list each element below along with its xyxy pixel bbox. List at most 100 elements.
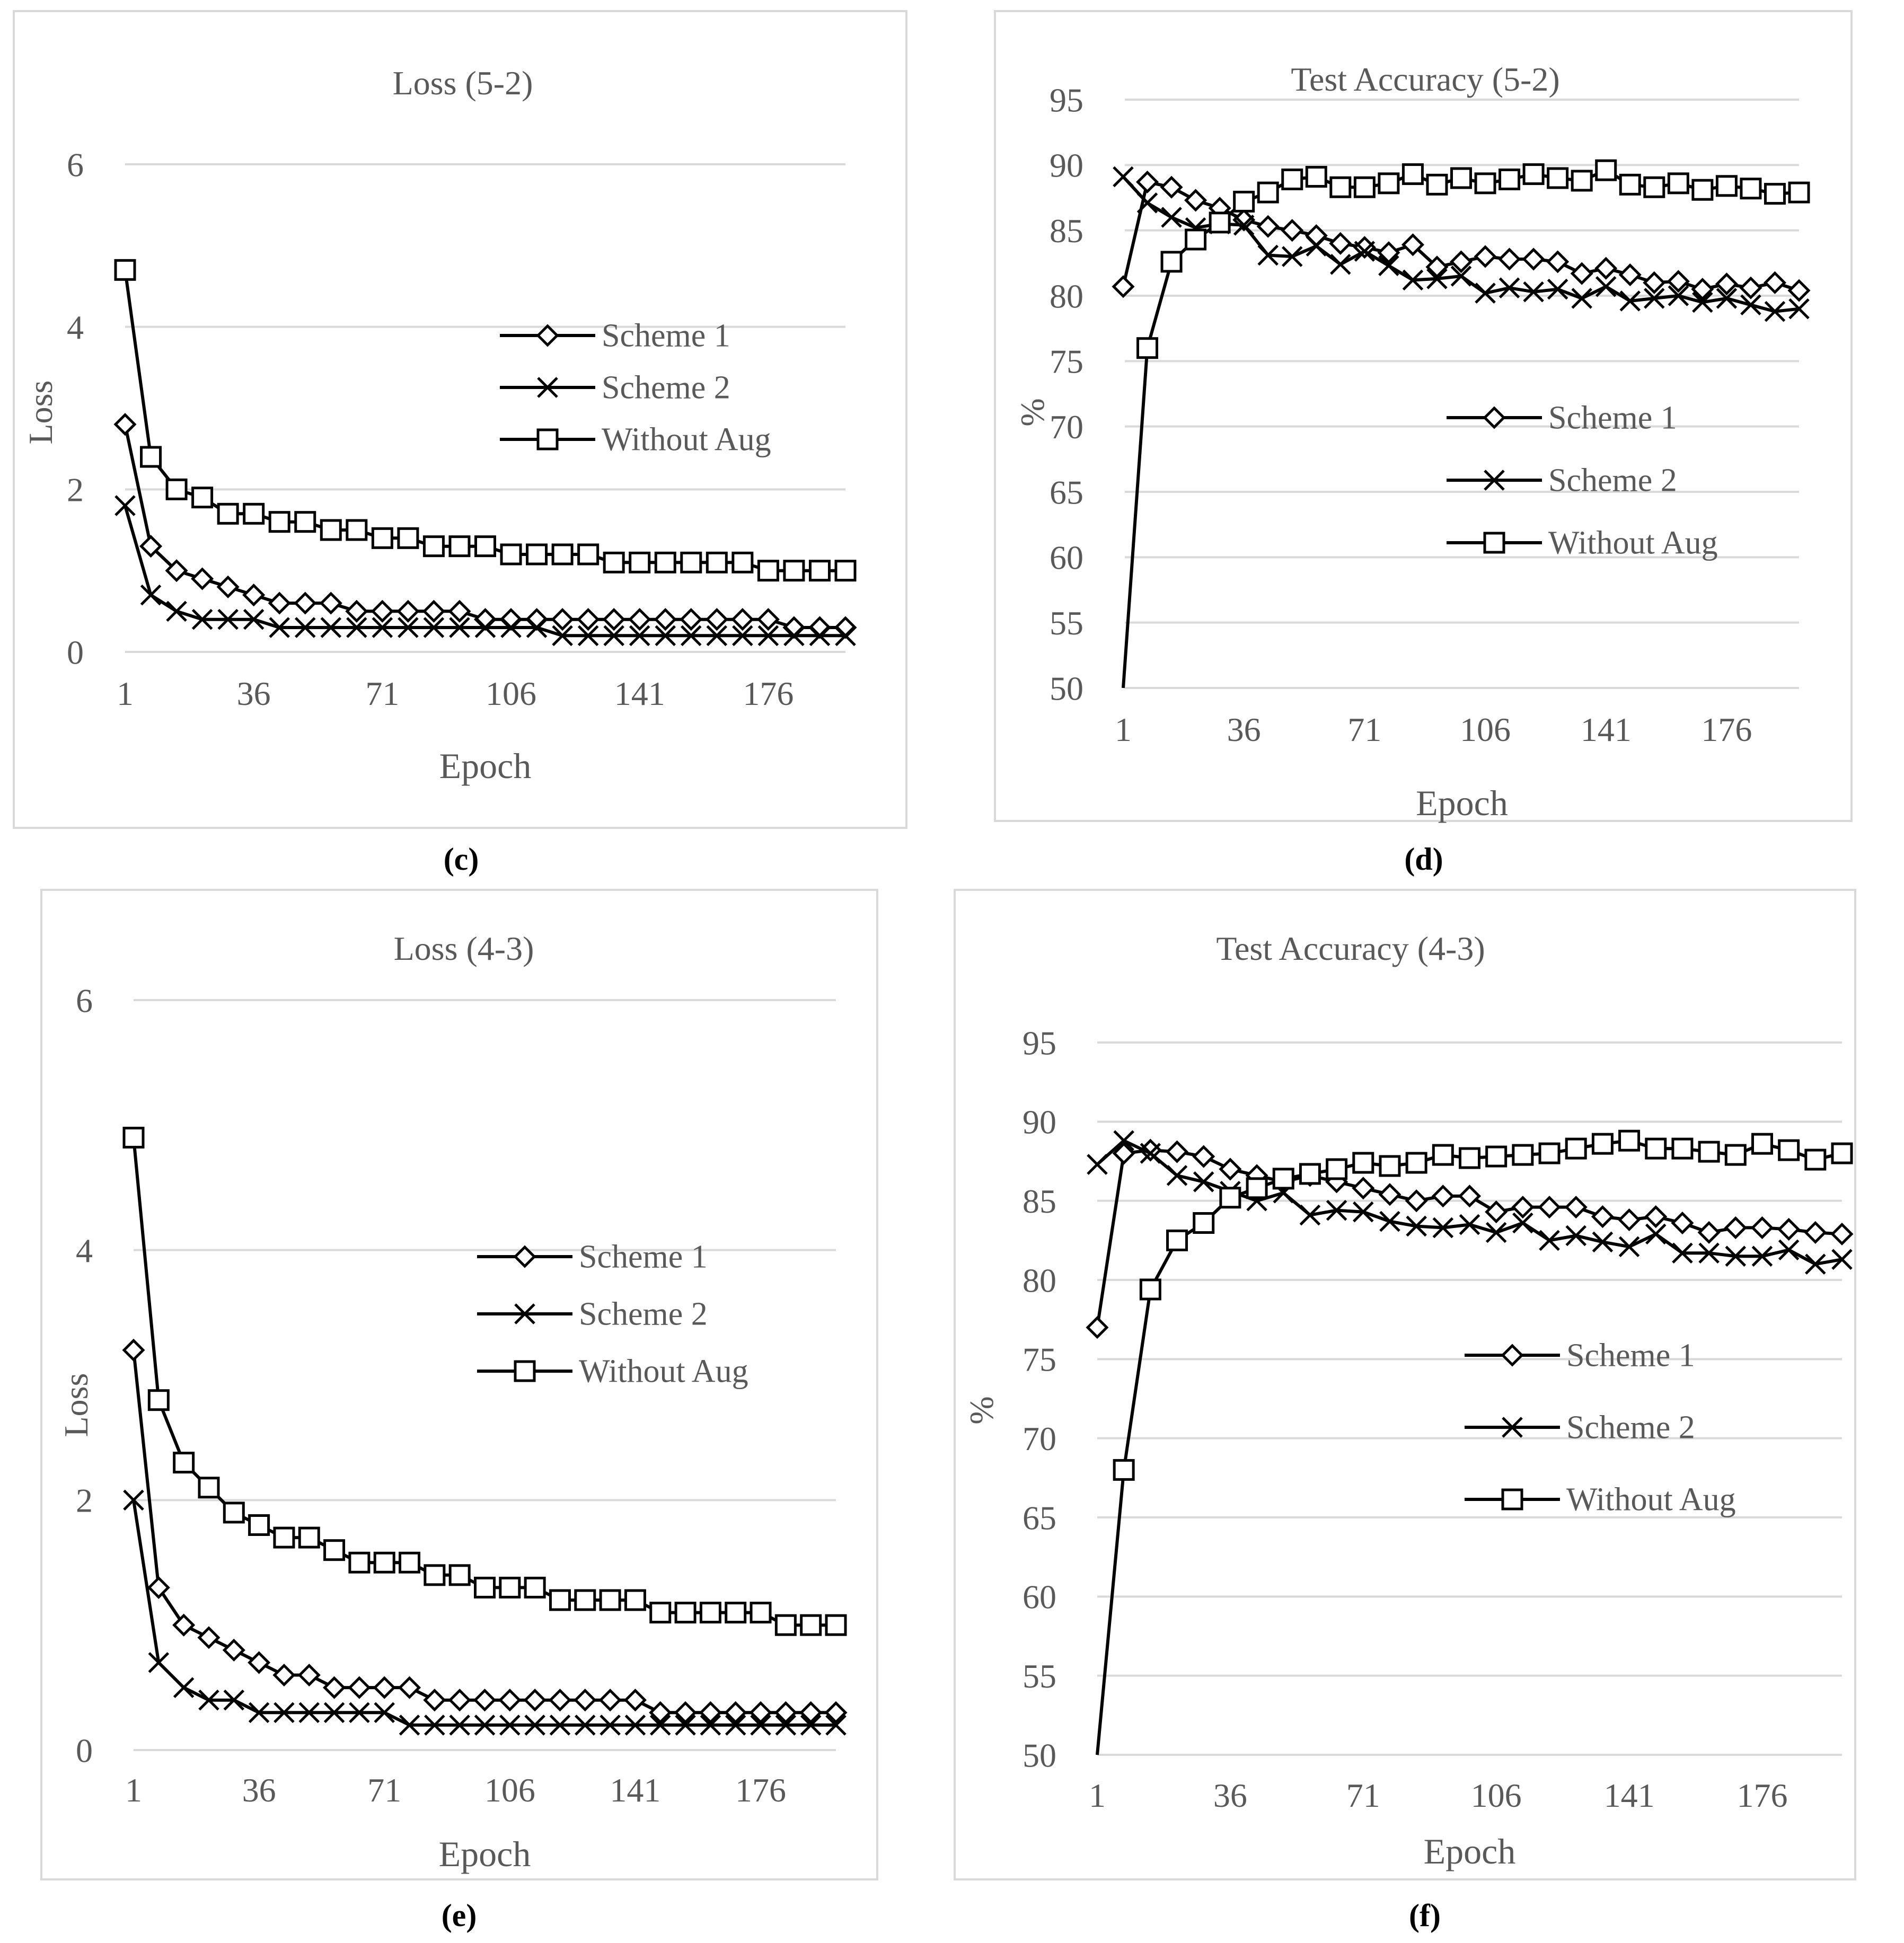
data-point-scheme-1: [598, 1689, 622, 1712]
y-tick-label: 85: [1022, 1182, 1056, 1220]
data-point-scheme-1: [1449, 250, 1473, 273]
legend-label: Without Aug: [1566, 1481, 1736, 1517]
y-tick-label: 0: [67, 633, 84, 671]
data-point-without-aug: [1571, 170, 1593, 192]
legend-marker: [1483, 406, 1506, 429]
data-point-without-aug: [825, 1614, 847, 1636]
data-point-scheme-1: [1256, 215, 1280, 238]
data-point-scheme-2: [732, 625, 753, 647]
data-point-scheme-1: [1777, 1217, 1801, 1241]
x-tick-label: 71: [1346, 1777, 1380, 1814]
data-point-without-aug: [1378, 172, 1400, 195]
chart-c-svg: 0 2 4 6 1 36 71 106 141 176 Loss (5-2) Epoch Loss Sch…: [22, 64, 857, 786]
data-point-without-aug: [706, 551, 728, 573]
data-point-scheme-1: [756, 608, 780, 631]
legend: Scheme 1 Scheme 2 Without Aug: [500, 317, 771, 457]
legend-marker: [1501, 1344, 1524, 1367]
data-point-without-aug: [500, 543, 522, 566]
legend: Scheme 1 Scheme 2 Without Aug: [477, 1239, 748, 1389]
y-axis-label: %: [1013, 398, 1051, 426]
data-point-without-aug: [1401, 163, 1424, 186]
x-tick-label: 71: [367, 1771, 401, 1809]
data-point-without-aug: [1724, 1144, 1747, 1166]
data-point-without-aug: [1538, 1142, 1561, 1164]
x-tick-label: 1: [125, 1771, 142, 1809]
data-point-without-aug: [574, 1589, 596, 1611]
data-point-without-aug: [1379, 1155, 1401, 1177]
data-point-scheme-2: [323, 1702, 345, 1724]
data-point-scheme-2: [1644, 288, 1665, 309]
x-tick-label: 1: [117, 675, 134, 712]
data-point-scheme-1: [1431, 1185, 1455, 1208]
chart-title: Loss (4-3): [394, 930, 534, 967]
data-point-scheme-2: [750, 1715, 771, 1736]
chart-title: Loss (5-2): [393, 64, 533, 102]
x-tick-label: 141: [1581, 711, 1632, 748]
data-point-scheme-1: [1329, 232, 1352, 255]
data-point-scheme-2: [1459, 1214, 1480, 1235]
data-point-scheme-1: [1667, 270, 1690, 293]
data-point-scheme-1: [1724, 1216, 1747, 1239]
data-point-scheme-1: [248, 1651, 271, 1674]
data-point-scheme-2: [552, 625, 573, 647]
data-point-without-aug: [198, 1477, 220, 1499]
y-tick-label: 95: [1050, 81, 1083, 119]
data-point-scheme-1: [1538, 1196, 1561, 1219]
data-point-without-aug: [1450, 167, 1472, 189]
data-point-scheme-1: [422, 599, 445, 623]
data-point-scheme-2: [1778, 1239, 1800, 1261]
y-tick-label: 85: [1050, 212, 1083, 250]
data-point-scheme-1: [1618, 1208, 1641, 1232]
data-point-scheme-2: [655, 625, 676, 647]
x-tick-label: 71: [365, 675, 399, 712]
x-tick-label: 1: [1115, 711, 1132, 748]
data-point-scheme-1: [1474, 245, 1497, 268]
y-tick-label: 70: [1022, 1420, 1056, 1458]
data-point-scheme-1: [1739, 276, 1762, 299]
data-point-without-aug: [1498, 168, 1521, 190]
data-point-scheme-2: [198, 1689, 219, 1711]
data-point-scheme-2: [526, 617, 548, 638]
x-tick-label: 71: [1347, 711, 1381, 748]
data-point-without-aug: [725, 1602, 747, 1624]
data-point-without-aug: [551, 543, 574, 566]
data-point-scheme-1: [799, 1701, 823, 1724]
data-point-scheme-2: [1619, 290, 1641, 312]
data-point-without-aug: [1595, 159, 1617, 181]
data-point-scheme-1: [1485, 1200, 1508, 1224]
data-point-without-aug: [1193, 1212, 1215, 1234]
legend-label: Without Aug: [1548, 525, 1718, 561]
data-point-scheme-1: [1112, 1142, 1135, 1165]
legend-marker: [536, 324, 559, 347]
data-point-without-aug: [1281, 168, 1303, 190]
data-point-scheme-1: [165, 559, 188, 582]
data-point-scheme-2: [424, 1715, 445, 1736]
data-point-without-aug: [680, 551, 702, 573]
data-point-scheme-1: [1498, 248, 1521, 271]
data-point-scheme-1: [654, 608, 677, 631]
legend-marker: [1502, 1417, 1523, 1438]
data-point-scheme-2: [269, 617, 290, 638]
legend-marker: [513, 1245, 536, 1268]
data-point-scheme-2: [217, 608, 239, 630]
data-point-without-aug: [448, 535, 471, 558]
data-point-without-aug: [323, 1539, 346, 1561]
series-scheme-1: [122, 1338, 848, 1724]
y-tick-label: 90: [1022, 1103, 1056, 1141]
data-point-without-aug: [1136, 337, 1159, 359]
y-tick-label: 65: [1050, 473, 1083, 511]
data-point-without-aug: [397, 527, 419, 549]
data-point-scheme-2: [706, 625, 728, 647]
data-point-scheme-1: [448, 599, 471, 623]
data-point-without-aug: [1326, 1158, 1348, 1180]
data-point-scheme-2: [524, 1715, 545, 1736]
data-point-scheme-2: [1306, 235, 1327, 257]
legend-marker: [536, 428, 559, 451]
data-point-scheme-2: [399, 1715, 420, 1736]
data-point-without-aug: [140, 446, 162, 468]
chart-panel-d: 50 55 60 65 70 75 80 85 90 95 1 36 71 106 141 176 Test A…: [994, 10, 1853, 823]
legend-marker: [1483, 532, 1505, 554]
data-point-scheme-1: [623, 1689, 647, 1712]
data-point-scheme-1: [1219, 1158, 1242, 1181]
data-point-without-aug: [373, 1551, 395, 1574]
